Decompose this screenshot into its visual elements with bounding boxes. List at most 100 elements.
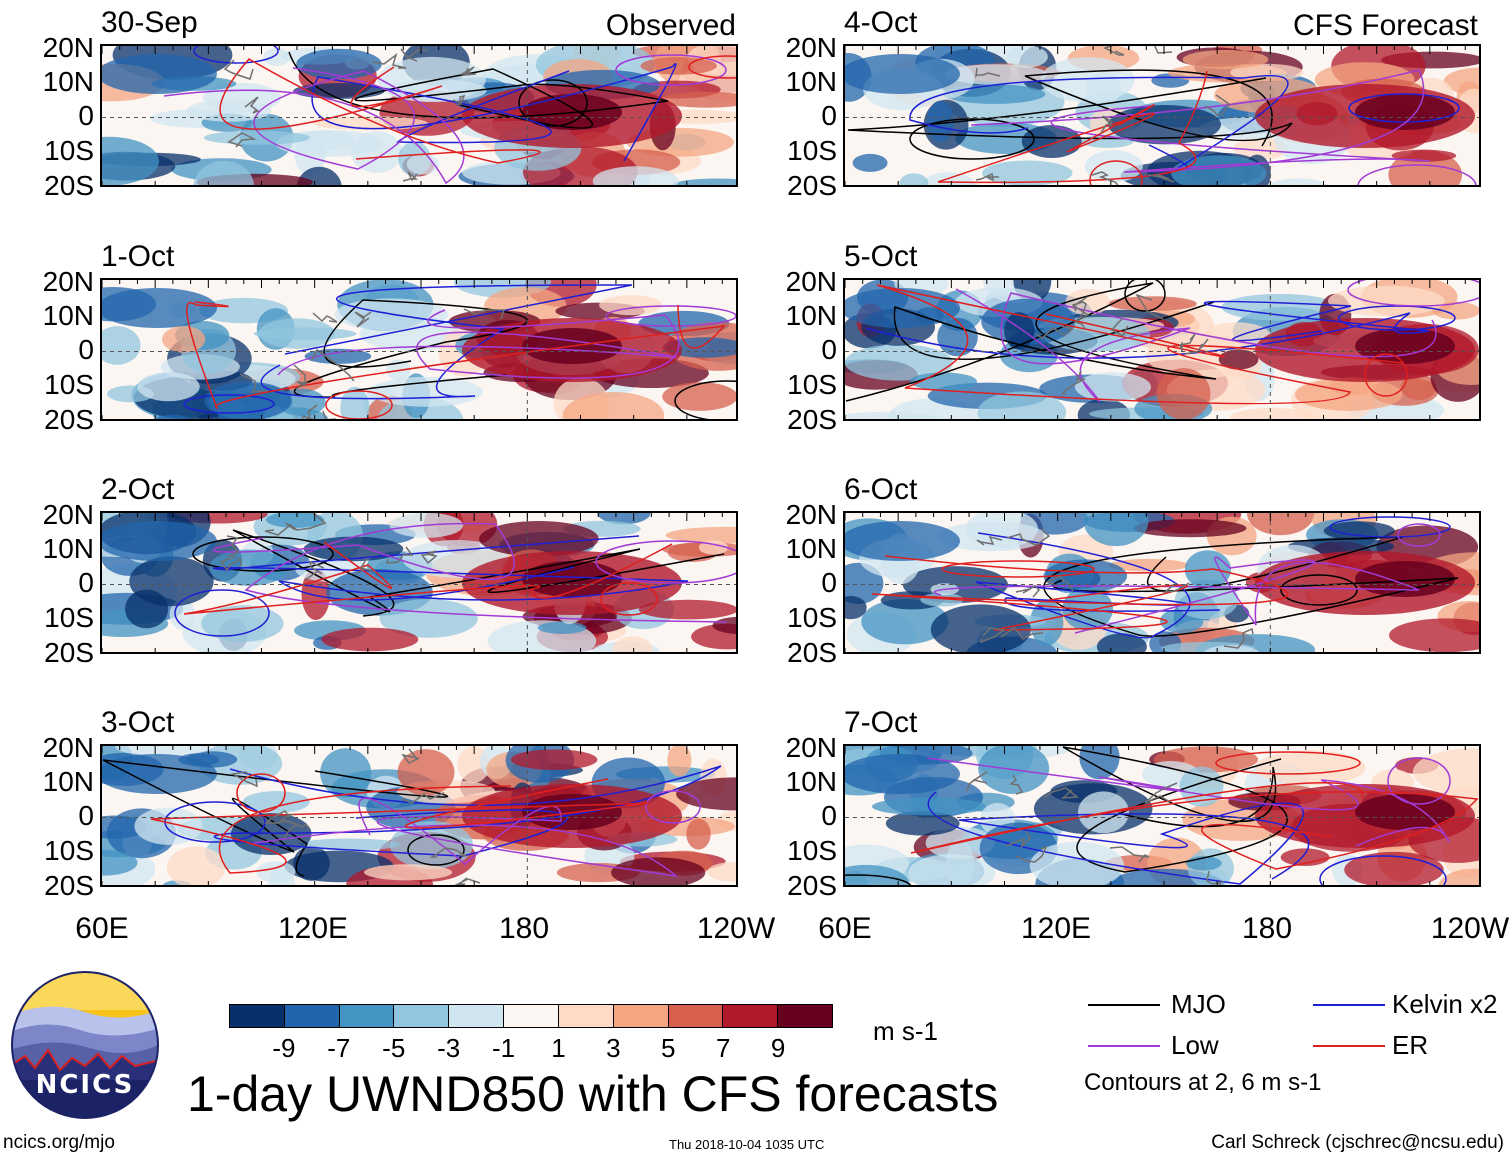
field-blob <box>982 160 1073 185</box>
contour-kelvin-x2 <box>213 765 722 857</box>
coastline <box>452 94 466 106</box>
map-panel-left-2 <box>100 511 738 654</box>
map-panel-right-1 <box>843 278 1481 421</box>
field-blob <box>1203 645 1260 652</box>
field-blob <box>293 845 330 881</box>
contour-loop <box>183 394 275 414</box>
contour-loop <box>1357 164 1477 185</box>
coastline <box>264 522 296 536</box>
contour-mjo <box>288 51 669 129</box>
coastline <box>1179 333 1196 352</box>
legend-line-low <box>1088 1045 1160 1047</box>
colorbar-segment-4 <box>448 1005 504 1027</box>
coastline <box>976 535 1003 546</box>
contour-kelvin-x2 <box>260 284 633 400</box>
field-blob <box>1255 750 1366 786</box>
field-blob <box>845 411 942 419</box>
wind-field-right-0 <box>845 46 1479 185</box>
colorbar-label-8: 7 <box>715 1033 731 1063</box>
lat-tick-right-1-2: 0 <box>821 334 837 365</box>
field-blob <box>166 846 226 885</box>
panel-date-right-2: 6-Oct <box>844 473 918 506</box>
lat-tick-left-3-4: 20S <box>44 870 94 901</box>
contour-kelvin-x2 <box>975 532 1221 639</box>
field-blob <box>154 414 191 419</box>
coastline <box>386 546 414 564</box>
field-blob <box>1006 46 1048 68</box>
contour-loop <box>1397 523 1441 547</box>
lon-tick-180-left: 180 <box>498 912 550 945</box>
lat-tick-right-0-3: 10S <box>787 135 837 166</box>
field-blob <box>1280 848 1330 866</box>
coastline <box>1006 528 1051 546</box>
field-blob <box>115 746 212 757</box>
field-blob <box>265 513 325 528</box>
coastline <box>1184 338 1209 355</box>
field-core-cool <box>102 754 217 794</box>
contour-loop <box>1319 855 1447 885</box>
field-blob <box>861 598 949 645</box>
contour-loop <box>615 54 727 86</box>
lat-tick-left-3-3: 10S <box>44 835 94 866</box>
coastline <box>1110 317 1129 338</box>
contour-er <box>937 70 1208 184</box>
lat-tick-left-2-0: 20N <box>42 499 94 530</box>
colorbar-units: m s-1 <box>873 1016 938 1046</box>
lat-tick-left-0-3: 10S <box>44 135 94 166</box>
lon-tick-60e-left: 60E <box>75 912 129 945</box>
contour-loop <box>1280 574 1358 606</box>
field-blob <box>379 599 478 638</box>
field-blob <box>1234 137 1288 160</box>
field-blob <box>1391 149 1457 162</box>
field-blob <box>102 136 160 185</box>
field-blob <box>1029 841 1125 885</box>
lat-tick-right-3-0: 20N <box>785 732 837 763</box>
contour-loop <box>193 46 279 64</box>
contour-low <box>163 67 465 185</box>
field-blob <box>1084 150 1143 183</box>
footer-url: ncics.org/mjo <box>3 1132 115 1153</box>
lat-tick-right-2-4: 20S <box>787 637 837 668</box>
lat-tick-left-2-2: 0 <box>78 567 94 598</box>
lat-tick-left-3-0: 20N <box>42 732 94 763</box>
colorbar-label-1: -7 <box>327 1033 351 1063</box>
coastline <box>975 172 999 182</box>
field-blob <box>186 99 272 122</box>
footer-timestamp: Thu 2018-10-04 1035 UTC <box>669 1137 825 1152</box>
lat-tick-left-1-0: 20N <box>42 266 94 297</box>
field-blob <box>102 326 141 365</box>
coastline <box>244 96 260 114</box>
field-blob <box>1171 155 1267 185</box>
colorbar-segment-5 <box>503 1005 558 1027</box>
field-blob <box>707 862 736 882</box>
coastline <box>312 312 338 323</box>
field-blob <box>852 153 888 172</box>
field-blob <box>511 749 598 770</box>
field-core-cool <box>845 288 960 328</box>
legend-label-kelvin: Kelvin x2 <box>1392 989 1498 1019</box>
coastline <box>1128 46 1173 54</box>
contour-loop <box>645 790 701 824</box>
coastline <box>429 847 467 858</box>
map-panel-left-0 <box>100 44 738 187</box>
field-core-cool <box>845 54 960 94</box>
lat-tick-right-0-0: 20N <box>785 32 837 63</box>
coastline <box>454 877 481 885</box>
contour-loop <box>688 55 736 79</box>
contour-er <box>219 58 541 164</box>
field-blob <box>303 536 404 562</box>
ncics-logo-text: NCICS <box>35 1070 135 1100</box>
contour-loop <box>192 536 334 572</box>
field-blob <box>1040 57 1135 103</box>
lat-tick-right-3-4: 20S <box>787 870 837 901</box>
lat-tick-left-2-1: 10N <box>42 533 94 564</box>
coastline <box>227 132 257 148</box>
contour-mjo <box>1043 536 1459 637</box>
legend-line-kelvin <box>1313 1004 1385 1006</box>
coastline <box>301 404 318 419</box>
lat-tick-right-2-0: 20N <box>785 499 837 530</box>
coastline <box>354 311 372 328</box>
field-blob <box>1182 50 1269 69</box>
field-blob <box>592 166 679 185</box>
field-blob <box>676 777 736 811</box>
